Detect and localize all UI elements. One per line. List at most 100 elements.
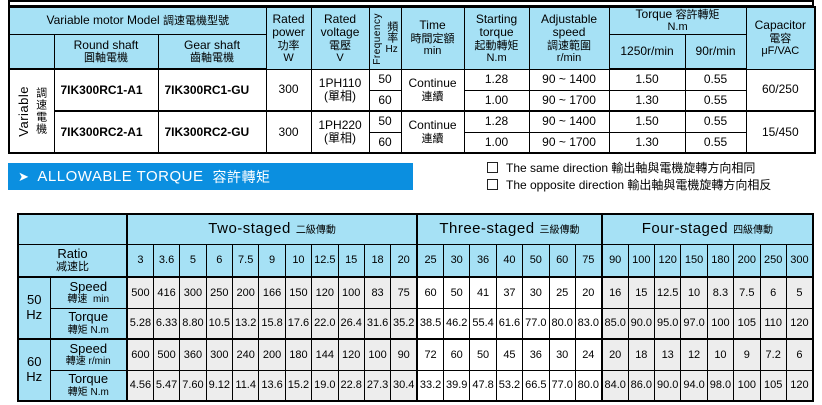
speed-value-50hz: 30 — [522, 276, 550, 309]
torque-row-60hz: Torque 轉矩 N.m 4.56 5.47 7.60 9.12 11.4 13.6 15… — [18, 369, 814, 402]
speed-value-50hz: 166 — [258, 276, 286, 309]
ratio-cell: 250 — [759, 243, 787, 278]
speed-value-60hz: 120 — [337, 338, 365, 371]
speed-value-60hz: 300 — [205, 338, 234, 371]
speed-value-50hz: 100 — [337, 276, 365, 309]
ratio-label: Ratio 减速比 — [17, 243, 128, 278]
freq-value: 50 — [368, 110, 402, 133]
torque-value-60hz: 19.0 — [311, 369, 339, 402]
speed-value-60hz: 18 — [627, 338, 656, 371]
torque-value-50hz: 61.6 — [495, 307, 524, 340]
torque-value-60hz: 105 — [759, 369, 787, 402]
speed-label-60hz: Speed 轉速 r/min — [49, 338, 128, 371]
torque-90-value: 0.55 — [684, 68, 747, 91]
speed-value-60hz: 20 — [600, 338, 629, 371]
speed-value-50hz: 75 — [390, 276, 418, 309]
torque-value-50hz: 8.80 — [179, 307, 207, 340]
speed-value-50hz: 16 — [600, 276, 629, 309]
torque-90-value: 0.55 — [684, 89, 747, 112]
torque-label-50hz: Torque 轉矩 N.m — [49, 307, 128, 340]
speed-value-60hz: 72 — [416, 338, 445, 371]
checkbox-same-direction-icon[interactable] — [487, 161, 498, 173]
col-adjustable-speed: Adjustable speed 調速範圍 r/min — [528, 6, 610, 70]
torque-value-60hz: 11.4 — [231, 369, 260, 402]
speed-value-60hz: 90 — [390, 338, 418, 371]
torque-1250-value: 1.30 — [608, 89, 686, 112]
rated-voltage-rc2: 1PH220 (單相) — [310, 110, 370, 154]
speed-value-60hz: 9 — [733, 338, 761, 371]
model-gear-rc1: 7IK300RC1-GU — [157, 68, 267, 112]
spec-row-rc1-60hz: 60 1.00 90 ~ 1700 1.30 0.55 — [9, 89, 815, 112]
torque-value-60hz: 80.0 — [574, 369, 603, 402]
ratio-cell: 3.6 — [152, 243, 181, 278]
col-rated-voltage: Rated voltage 電壓 V — [310, 6, 370, 70]
speed-value-50hz: 50 — [442, 276, 471, 309]
torque-value-50hz: 10.5 — [205, 307, 234, 340]
torque-value-60hz: 100 — [733, 369, 761, 402]
checkbox-opposite-direction-icon[interactable] — [487, 178, 498, 190]
torque-value-60hz: 7.60 — [179, 369, 207, 402]
ratio-cell: 60 — [548, 243, 576, 278]
ratio-cell: 18 — [363, 243, 392, 278]
speed-value-50hz: 500 — [125, 276, 154, 309]
torque-label-60hz: Torque 轉矩 N.m — [49, 369, 128, 402]
ratio-cell: 7.5 — [231, 243, 260, 278]
ratio-cell: 9 — [258, 243, 286, 278]
ratio-row: Ratio 减速比 3 3.6 5 6 7.5 9 10 12.5 15 18 20 25 30 36 40… — [17, 243, 814, 278]
torque-value-60hz: 27.3 — [363, 369, 392, 402]
spec-header-row-1: Variable motor Model 調速電機型號 Rated power … — [8, 6, 816, 70]
torque-value-60hz: 22.8 — [337, 369, 365, 402]
torque-90-value: 0.55 — [684, 110, 747, 133]
ratio-cell: 20 — [390, 243, 418, 278]
torque-value-50hz: 120 — [785, 307, 814, 340]
speed-value-50hz: 150 — [284, 276, 313, 309]
speed-value-50hz: 20 — [574, 276, 603, 309]
ratio-cell: 180 — [706, 243, 735, 278]
torque-value-60hz: 66.5 — [522, 369, 550, 402]
speed-value-50hz: 7.5 — [733, 276, 761, 309]
group-two-staged: Two-staged 二級傳動 — [125, 213, 418, 245]
torque-row-50hz: Torque 轉矩 N.m 5.28 6.33 8.80 10.5 13.2 15.8 17… — [18, 307, 814, 340]
speed-value-60hz: 500 — [152, 338, 181, 371]
spec-row-rc2-50hz: 7IK300RC2-A1 7IK300RC2-GU 300 1PH220 (單相… — [9, 110, 816, 154]
torque-value-50hz: 38.5 — [416, 307, 445, 340]
torque-value-60hz: 47.8 — [469, 369, 497, 402]
adjustable-speed-value: 90 ~ 1400 — [528, 110, 610, 133]
side-spacer — [8, 33, 55, 71]
torque-value-50hz: 26.4 — [337, 307, 365, 340]
spec-table: Variable motor Model 調速電機型號 Rated power … — [8, 6, 817, 155]
torque-value-50hz: 15.8 — [258, 307, 286, 340]
starting-torque-value: 1.28 — [463, 110, 530, 133]
torque-value-60hz: 77.0 — [548, 369, 576, 402]
group-four-staged: Four-staged 四級傳動 — [600, 213, 814, 245]
hz-label-50: 50 Hz — [17, 276, 51, 340]
capacitor-rc2: 15/450 — [745, 110, 816, 154]
col-rated-power: Rated power 功率 W — [265, 6, 312, 70]
speed-row-50hz: 50 Hz Speed 轉速 min 500 416 300 250 200 166 150… — [17, 276, 814, 340]
torque-value-50hz: 46.2 — [442, 307, 471, 340]
legend-opposite-direction-label: The opposite direction 輸出軸與電機旋轉方向相反 — [506, 177, 772, 192]
torque-value-60hz: 4.56 — [125, 369, 154, 402]
speed-label-50hz: Speed 轉速 min — [49, 276, 128, 309]
legend-opposite-direction: The opposite direction 輸出軸與電機旋轉方向相反 — [487, 176, 817, 192]
col-frequency: Frequency 頻率 Hz — [368, 6, 402, 70]
col-torque-90: 90r/min — [684, 33, 747, 71]
torque-value-50hz: 90.0 — [627, 307, 656, 340]
speed-value-50hz: 25 — [548, 276, 576, 309]
rated-voltage-rc1: 1PH110 (單相) — [310, 68, 370, 112]
ratio-cell: 90 — [600, 243, 629, 278]
torque-1250-value: 1.50 — [608, 68, 686, 91]
torque-value-60hz: 98.0 — [706, 369, 735, 402]
torque-value-60hz: 84.0 — [600, 369, 629, 402]
ratio-cell: 36 — [469, 243, 497, 278]
freq-value: 60 — [368, 89, 402, 112]
torque-value-60hz: 30.4 — [390, 369, 418, 402]
ratio-cell: 200 — [733, 243, 761, 278]
starting-torque-value: 1.00 — [463, 131, 530, 154]
side-label: Variable 調速電機 — [8, 68, 55, 154]
speed-value-60hz: 60 — [442, 338, 471, 371]
ratio-cell: 6 — [205, 243, 234, 278]
speed-value-60hz: 13 — [653, 338, 682, 371]
torque-value-60hz: 53.2 — [495, 369, 524, 402]
torque-value-50hz: 105 — [733, 307, 761, 340]
